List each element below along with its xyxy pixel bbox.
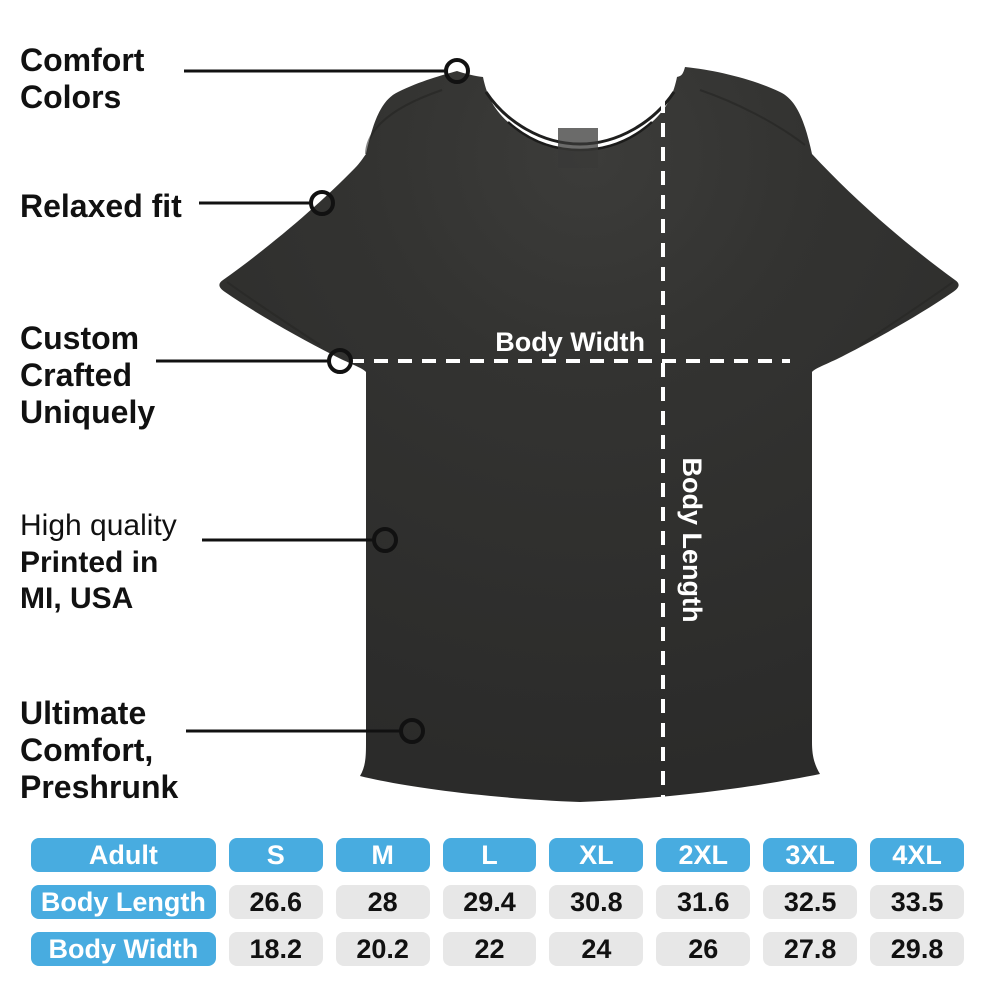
svg-text:Body Width: Body Width xyxy=(495,327,645,357)
svg-text:Body Length: Body Length xyxy=(677,458,707,623)
